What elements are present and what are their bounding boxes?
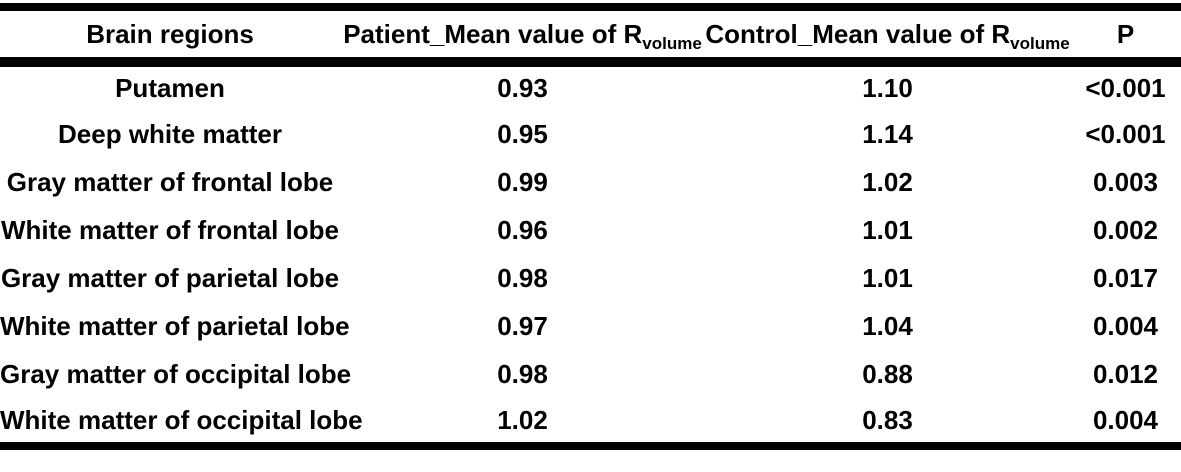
patient-value-cell: 0.97 <box>497 310 548 341</box>
control-column-header-label: Control_Mean value of R <box>705 18 1011 49</box>
region-cell: White matter of frontal lobe <box>1 214 339 245</box>
patient-value-cell: 1.02 <box>497 404 548 435</box>
table-row: Gray matter of parietal lobe 0.98 1.01 0… <box>0 254 1181 302</box>
control-value-cell: 0.88 <box>862 358 913 389</box>
p-value-cell: 0.004 <box>1092 404 1159 435</box>
table-row: Gray matter of frontal lobe 0.99 1.02 0.… <box>0 158 1181 206</box>
control-value-cell: 0.83 <box>862 404 913 435</box>
control-value-cell: 1.02 <box>862 166 913 197</box>
patient-column-header: Patient_Mean value of Rvolume <box>340 7 705 62</box>
region-cell: Gray matter of parietal lobe <box>0 262 340 293</box>
table-row: Putamen 0.93 1.10 <0.001 <box>0 62 1181 110</box>
patient-value-cell: 0.96 <box>497 214 548 245</box>
region-column-header: Brain regions <box>0 7 340 62</box>
results-table-figure: Brain regions Patient_Mean value of Rvol… <box>0 3 1181 450</box>
control-value-cell: 1.01 <box>862 214 913 245</box>
patient-column-header-subscript: volume <box>642 33 702 53</box>
patient-column-header-label: Patient_Mean value of R <box>343 18 643 49</box>
control-column-header: Control_Mean value of Rvolume <box>705 7 1070 62</box>
patient-value-cell: 0.93 <box>497 73 548 103</box>
control-column-header-subscript: volume <box>1010 33 1070 53</box>
p-value-cell: 0.017 <box>1092 262 1159 293</box>
p-value-cell: 0.002 <box>1092 214 1159 245</box>
patient-value-cell: 0.99 <box>497 166 548 197</box>
p-value-cell: 0.012 <box>1092 358 1159 389</box>
control-value-cell: 1.14 <box>862 118 913 149</box>
p-column-header: P <box>1070 7 1181 62</box>
region-cell: Putamen <box>115 73 225 103</box>
p-value-cell: <0.001 <box>1085 118 1166 149</box>
region-cell: Gray matter of occipital lobe <box>0 358 352 389</box>
patient-value-cell: 0.98 <box>497 262 548 293</box>
control-value-cell: 1.01 <box>862 262 913 293</box>
p-value-cell: 0.003 <box>1092 166 1159 197</box>
region-cell: Gray matter of frontal lobe <box>6 166 334 197</box>
p-column-header-label: P <box>1116 18 1135 49</box>
p-value-cell: 0.004 <box>1092 310 1159 341</box>
results-table: Brain regions Patient_Mean value of Rvol… <box>0 3 1181 450</box>
patient-value-cell: 0.98 <box>497 358 548 389</box>
control-value-cell: 1.10 <box>862 73 913 103</box>
control-value-cell: 1.04 <box>862 310 913 341</box>
header-row: Brain regions Patient_Mean value of Rvol… <box>0 7 1181 62</box>
patient-value-cell: 0.95 <box>497 118 548 149</box>
region-cell: White matter of parietal lobe <box>0 310 350 341</box>
table-row: Gray matter of occipital lobe 0.98 0.88 … <box>0 350 1181 398</box>
table-header: Brain regions Patient_Mean value of Rvol… <box>0 7 1181 62</box>
region-cell: Deep white matter <box>58 118 282 149</box>
table-row: White matter of parietal lobe 0.97 1.04 … <box>0 302 1181 350</box>
table-row: White matter of frontal lobe 0.96 1.01 0… <box>0 206 1181 254</box>
table-row: White matter of occipital lobe 1.02 0.83… <box>0 398 1181 446</box>
region-cell: White matter of occipital lobe <box>0 404 363 435</box>
table-body: Putamen 0.93 1.10 <0.001 Deep white matt… <box>0 62 1181 446</box>
table-row: Deep white matter 0.95 1.14 <0.001 <box>0 110 1181 158</box>
p-value-cell: <0.001 <box>1085 73 1166 103</box>
region-column-header-label: Brain regions <box>86 18 254 49</box>
